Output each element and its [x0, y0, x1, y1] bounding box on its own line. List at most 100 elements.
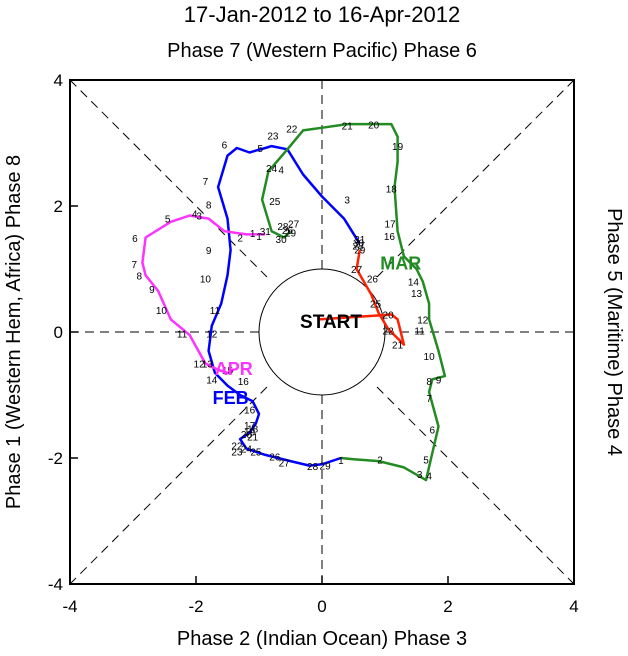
day-label: 5 — [165, 215, 171, 226]
diagonal-lower-left — [69, 386, 268, 585]
day-label: 20 — [368, 121, 380, 132]
x-tick-label: 0 — [317, 597, 326, 616]
day-label: 30 — [276, 235, 288, 246]
top-phase-label: Phase 7 (Western Pacific) Phase 6 — [167, 40, 477, 62]
day-label: 21 — [392, 341, 404, 352]
left-phase-label: Phase 1 (Western Hem, Africa) Phase 8 — [3, 155, 25, 509]
day-label: 13 — [202, 360, 214, 371]
day-label: 7 — [203, 177, 209, 188]
chart-title: 17-Jan-2012 to 16-Apr-2012 — [184, 2, 460, 27]
day-label: 6 — [430, 426, 436, 437]
day-label: 12 — [417, 315, 429, 326]
day-label: 21 — [342, 121, 354, 132]
month-label-feb: FEB — [213, 388, 249, 408]
day-label: 3 — [344, 196, 350, 207]
day-label: 11 — [177, 329, 188, 340]
x-tick-label: -4 — [62, 597, 77, 616]
day-label: 9 — [149, 285, 155, 296]
day-label: 21 — [247, 433, 259, 444]
month-label-apr: APR — [215, 359, 253, 379]
unit-circle — [258, 268, 386, 396]
day-label: 18 — [247, 424, 259, 435]
day-label: 20 — [383, 310, 395, 321]
day-label: 22 — [383, 327, 395, 338]
day-label: 31 — [260, 227, 272, 238]
day-label: 30 — [353, 239, 365, 250]
day-label: 6 — [132, 234, 138, 245]
x-tick-label: 4 — [569, 597, 578, 616]
day-label: 16 — [244, 406, 256, 417]
day-label: 6 — [222, 140, 228, 151]
day-label: 7 — [132, 260, 138, 271]
day-label: 18 — [386, 184, 398, 195]
day-label: 28 — [352, 242, 364, 253]
day-label: 9 — [206, 246, 212, 257]
y-tick-label: -2 — [48, 449, 63, 468]
series-line-mar — [260, 122, 447, 482]
diagonal-upper-left — [69, 79, 268, 278]
series-layer — [141, 122, 447, 482]
start-label: START — [300, 312, 362, 333]
x-tick-label: -2 — [188, 597, 203, 616]
series-line-jan — [318, 249, 406, 346]
day-label: 25 — [269, 197, 281, 208]
day-label: 28 — [307, 462, 319, 473]
day-label: 5 — [258, 144, 264, 155]
day-label: 25 — [250, 448, 262, 459]
day-label: 17 — [384, 220, 396, 231]
day-label: 19 — [244, 428, 256, 439]
day-label: 16 — [238, 377, 250, 388]
day-label: 3 — [196, 212, 202, 223]
day-label: 17 — [244, 421, 256, 432]
day-label: 4 — [278, 166, 284, 177]
month-labels: MAR APR FEB — [213, 254, 422, 408]
day-label: 14 — [408, 278, 420, 289]
day-label: 26 — [367, 275, 379, 286]
day-label: 26 — [269, 453, 281, 464]
day-label: 1 — [338, 456, 344, 467]
day-label: 28 — [277, 222, 289, 233]
day-label: 29 — [320, 462, 332, 473]
day-label: 2 — [237, 234, 243, 245]
day-label: 29 — [285, 229, 297, 240]
day-label: 27 — [279, 458, 291, 469]
day-label: 26 — [282, 226, 294, 237]
day-label: 16 — [384, 232, 396, 243]
day-label: 22 — [231, 441, 243, 452]
day-label: 20 — [241, 430, 253, 441]
day-label: 8 — [426, 377, 432, 388]
day-label: 10 — [200, 275, 212, 286]
day-label: 29 — [354, 246, 366, 257]
day-label: 8 — [206, 201, 212, 212]
y-tick-label: 2 — [54, 197, 63, 216]
day-label: 14 — [206, 375, 218, 386]
day-label: 13 — [411, 289, 423, 300]
day-label: 4 — [192, 210, 198, 221]
day-label: 12 — [194, 360, 206, 371]
y-tick-label: -4 — [48, 575, 63, 594]
day-label: 19 — [392, 142, 404, 153]
day-label: 8 — [137, 271, 143, 282]
day-label: 31 — [354, 235, 366, 246]
day-labels: 2221202526272829303112345678910111216171… — [132, 121, 442, 483]
day-label: 24 — [266, 164, 278, 175]
x-axis-label: Phase 2 (Indian Ocean) Phase 3 — [177, 628, 467, 650]
day-label: 10 — [156, 306, 168, 317]
day-label: 24 — [241, 445, 253, 456]
diagonal-upper-right — [376, 79, 575, 278]
day-label: 12 — [206, 329, 218, 340]
y-tick-label: 0 — [54, 323, 63, 342]
series-line-apr — [141, 214, 266, 375]
day-label: 4 — [426, 472, 432, 483]
day-label: 7 — [426, 394, 432, 405]
right-phase-label: Phase 5 (Maritime) Phase 4 — [603, 208, 625, 456]
day-label: 22 — [286, 125, 298, 136]
y-tick-label: 4 — [54, 71, 63, 90]
day-label: 10 — [424, 352, 436, 363]
day-label: 27 — [288, 220, 300, 231]
day-label: 2 — [377, 455, 383, 466]
x-tick-label: 2 — [443, 597, 452, 616]
day-label: 1 — [250, 229, 256, 240]
day-label: 3 — [417, 470, 423, 481]
